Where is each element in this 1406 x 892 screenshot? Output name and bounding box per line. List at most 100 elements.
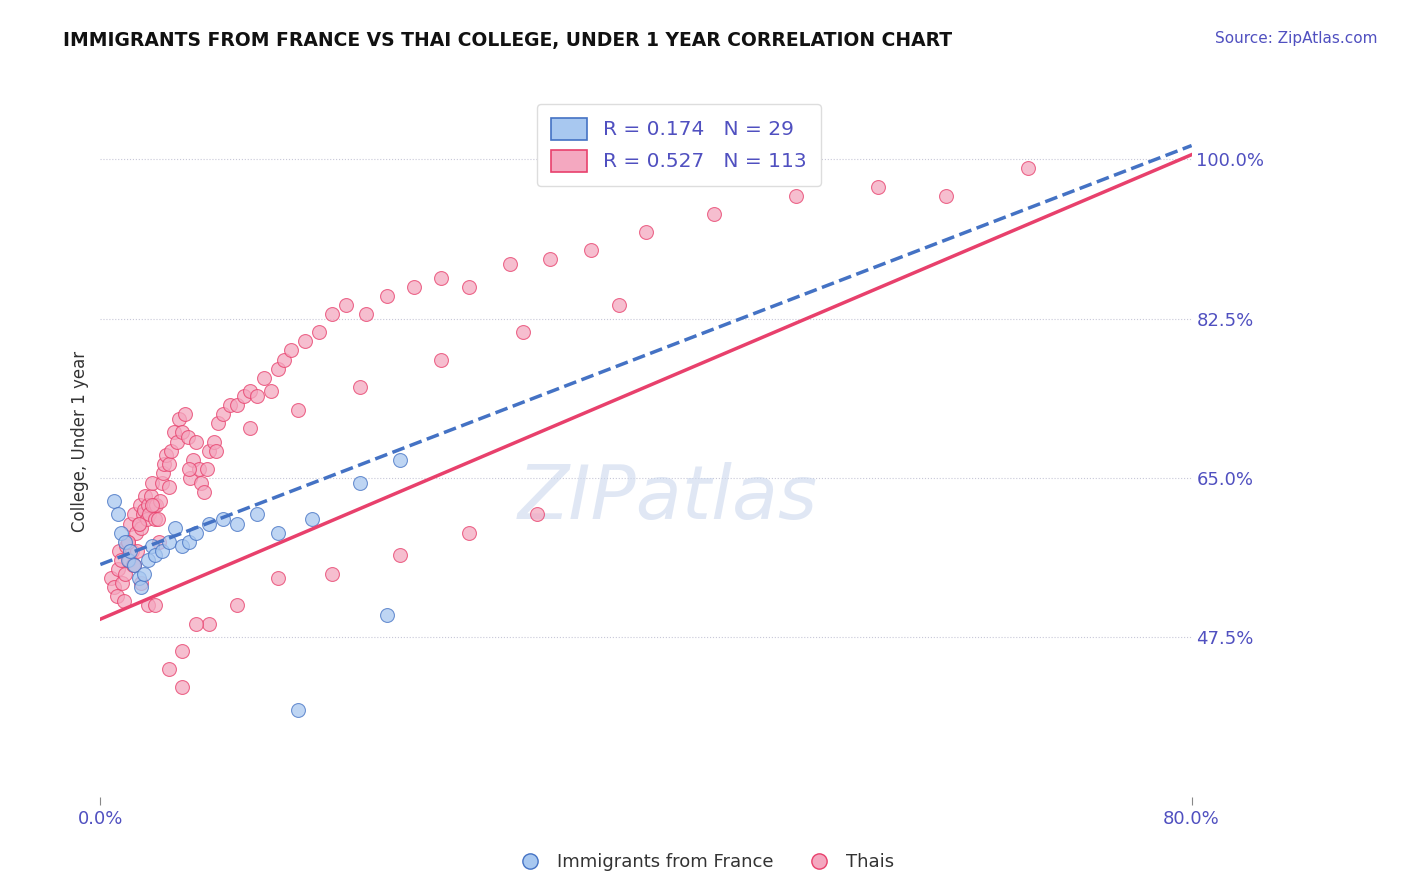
Point (139, 489, 162, 503)
Point (335, 298, 357, 312)
Point (128, 516, 150, 531)
Point (181, 452, 204, 467)
Point (212, 407, 235, 421)
Point (212, 512, 235, 526)
Point (866, 179, 889, 194)
Point (143, 549, 166, 563)
Point (301, 512, 323, 526)
Point (132, 566, 155, 581)
Point (165, 521, 187, 535)
Point (155, 448, 177, 462)
Point (103, 580, 125, 594)
Point (703, 207, 725, 221)
Point (121, 544, 143, 558)
Point (356, 307, 378, 321)
Point (457, 279, 479, 293)
Point (172, 644, 194, 658)
Point (143, 512, 166, 526)
Point (150, 475, 173, 490)
Point (117, 534, 139, 549)
Point (122, 558, 145, 572)
Point (160, 443, 183, 458)
Point (785, 188, 807, 202)
Text: IMMIGRANTS FROM FRANCE VS THAI COLLEGE, UNDER 1 YEAR CORRELATION CHART: IMMIGRANTS FROM FRANCE VS THAI COLLEGE, … (63, 31, 952, 50)
Point (141, 539, 163, 553)
Point (430, 352, 453, 367)
Point (174, 407, 197, 421)
Point (115, 539, 138, 553)
Point (404, 279, 426, 293)
Point (198, 516, 221, 531)
Point (129, 580, 152, 594)
Point (117, 553, 139, 567)
Point (184, 525, 207, 540)
Point (157, 662, 180, 676)
Point (124, 558, 146, 572)
Point (225, 599, 247, 613)
Point (136, 599, 159, 613)
Point (153, 458, 176, 472)
Point (142, 498, 165, 512)
Point (118, 553, 141, 567)
Point (634, 225, 657, 239)
Point (114, 566, 136, 581)
Point (375, 607, 398, 622)
Point (107, 562, 129, 576)
Point (239, 421, 262, 435)
Point (132, 503, 155, 517)
Point (120, 516, 142, 531)
Point (117, 534, 139, 549)
Point (246, 508, 269, 522)
Point (225, 398, 247, 412)
Point (110, 525, 132, 540)
Point (105, 590, 128, 604)
Point (321, 566, 343, 581)
Legend: Immigrants from France, Thais: Immigrants from France, Thais (505, 847, 901, 879)
Point (135, 512, 157, 526)
Point (321, 307, 343, 321)
Point (100, 571, 122, 585)
Point (498, 257, 520, 271)
Point (198, 616, 221, 631)
Point (128, 516, 150, 531)
Point (184, 616, 207, 631)
Point (512, 325, 534, 339)
Point (172, 539, 194, 553)
Point (136, 498, 159, 512)
Point (349, 380, 371, 394)
Point (157, 480, 180, 494)
Point (581, 244, 603, 258)
Text: Source: ZipAtlas.com: Source: ZipAtlas.com (1215, 31, 1378, 46)
Point (124, 508, 146, 522)
Point (607, 298, 630, 312)
Point (129, 498, 152, 512)
Point (187, 462, 209, 476)
Point (1017, 161, 1039, 176)
Point (239, 384, 262, 399)
Point (157, 534, 180, 549)
Text: ZIPatlas: ZIPatlas (517, 462, 818, 534)
Point (266, 361, 288, 376)
Point (253, 371, 276, 385)
Point (150, 544, 173, 558)
Point (138, 508, 160, 522)
Point (110, 553, 132, 567)
Point (177, 462, 200, 476)
Point (457, 525, 479, 540)
Point (273, 352, 295, 367)
Point (134, 489, 156, 503)
Point (526, 508, 548, 522)
Point (266, 525, 288, 540)
Y-axis label: College, Under 1 year: College, Under 1 year (72, 351, 89, 533)
Point (219, 398, 242, 412)
Point (128, 571, 150, 585)
Point (184, 434, 207, 449)
Point (389, 549, 412, 563)
Point (129, 575, 152, 590)
Point (389, 452, 412, 467)
Point (107, 508, 129, 522)
Point (232, 389, 254, 403)
Point (143, 599, 166, 613)
Point (169, 411, 191, 425)
Point (308, 325, 330, 339)
